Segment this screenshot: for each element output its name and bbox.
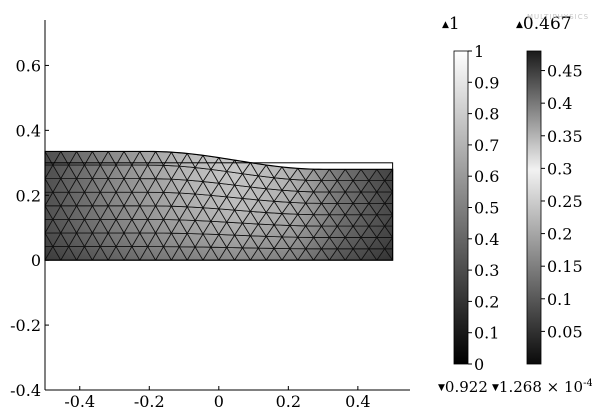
- y-tick-label: 0.6: [16, 56, 41, 75]
- y-tick-label: -0.4: [10, 381, 41, 400]
- colorbar-tick-label: 0.5: [474, 199, 499, 218]
- colorbar-1-max: 1: [448, 14, 460, 34]
- colorbar-tick-label: 0.2: [474, 292, 499, 311]
- colorbar-2-min: 1.268: [498, 378, 542, 396]
- colorbar-1-ramp: [453, 50, 469, 365]
- colorbar-2-ticks: 0.45 0.4 0.35 0.3 0.25 0.2 0.15 0.1 0.05: [541, 62, 583, 341]
- colorbar-2-max: 0.467: [522, 14, 572, 34]
- x-tick-label: 0.2: [276, 392, 301, 411]
- deformed-body: [44, 150, 394, 261]
- colorbar-tick-label: 0.6: [474, 167, 499, 186]
- colorbar-tick-label: 0.1: [474, 324, 499, 343]
- mesh-element: [91, 151, 109, 166]
- colorbar-tick-label: 0.15: [547, 257, 583, 276]
- colorbar-tick-label: 0.4: [547, 94, 572, 113]
- colorbar-1: 1 0.9 0.8 0.7 0.6 0.5 0.4 0.3 0.2 0.1 0: [453, 42, 499, 374]
- up-triangle-icon: ▲: [516, 20, 523, 30]
- mesh-element: [75, 151, 94, 166]
- x-tick-labels: -0.4 -0.2 0 0.2 0.4: [64, 386, 371, 411]
- down-triangle-icon: ▼: [438, 383, 445, 393]
- colorbar-2-ramp: [526, 50, 542, 365]
- colorbar-tick-label: 0.2: [547, 225, 572, 244]
- colorbar-tick-label: 0.3: [474, 261, 499, 280]
- colorbar-tick-label: 0.4: [474, 230, 499, 249]
- y-tick-label: -0.2: [10, 316, 41, 335]
- colorbar-tick-label: 0.45: [547, 62, 583, 81]
- colorbar-1-min-marker: ▼0.922: [438, 378, 488, 396]
- y-tick-labels: 0.6 0.4 0.2 0 -0.2 -0.4: [10, 56, 49, 400]
- up-triangle-icon: ▲: [442, 20, 449, 30]
- colorbar-2-min-exponent: -4: [583, 378, 592, 389]
- colorbar-tick-label: 0.1: [547, 290, 572, 309]
- undeformed-outline: [44, 162, 394, 261]
- x-tick-label: -0.2: [134, 392, 165, 411]
- colorbar-2: 0.45 0.4 0.35 0.3 0.25 0.2 0.15 0.1 0.05: [526, 50, 583, 365]
- mesh-element: [123, 151, 141, 166]
- y-tick-label: 0.2: [16, 186, 41, 205]
- colorbar-tick-label: 0.25: [547, 192, 583, 211]
- mesh-element: [45, 151, 62, 166]
- colorbar-tick-label: 0.8: [474, 105, 499, 124]
- colorbar-tick-label: 0: [474, 355, 484, 374]
- colorbar-tick-label: 1: [474, 42, 484, 61]
- colorbar-2-max-marker: ▲0.467: [516, 14, 572, 34]
- x-tick-label: -0.4: [64, 392, 95, 411]
- y-tick-label: 0: [31, 251, 41, 270]
- x-tick-label: 0: [214, 392, 224, 411]
- colorbar-1-ticks: 1 0.9 0.8 0.7 0.6 0.5 0.4 0.3 0.2 0.1 0: [468, 42, 499, 374]
- colorbar-tick-label: 0.35: [547, 127, 583, 146]
- mesh-group: [45, 151, 393, 261]
- mesh-element: [60, 151, 78, 166]
- down-triangle-icon: ▼: [492, 383, 499, 393]
- y-tick-label: 0.4: [16, 121, 41, 140]
- x-tick-label: 0.4: [345, 392, 370, 411]
- watermark-logo: MULTIPHYSICS: [527, 13, 590, 21]
- colorbar-tick-label: 0.9: [474, 73, 499, 92]
- colorbar-tick-label: 0.05: [547, 322, 583, 341]
- colorbar-2-min-marker: ▼1.268 × 10-4: [492, 378, 592, 396]
- colorbar-1-max-marker: ▲1: [442, 14, 460, 34]
- body-outline: [44, 150, 394, 261]
- colorbar-1-min: 0.922: [444, 378, 488, 396]
- colorbar-tick-label: 0.3: [547, 159, 572, 178]
- mesh-element: [107, 151, 125, 166]
- colorbar-tick-label: 0.7: [474, 136, 499, 155]
